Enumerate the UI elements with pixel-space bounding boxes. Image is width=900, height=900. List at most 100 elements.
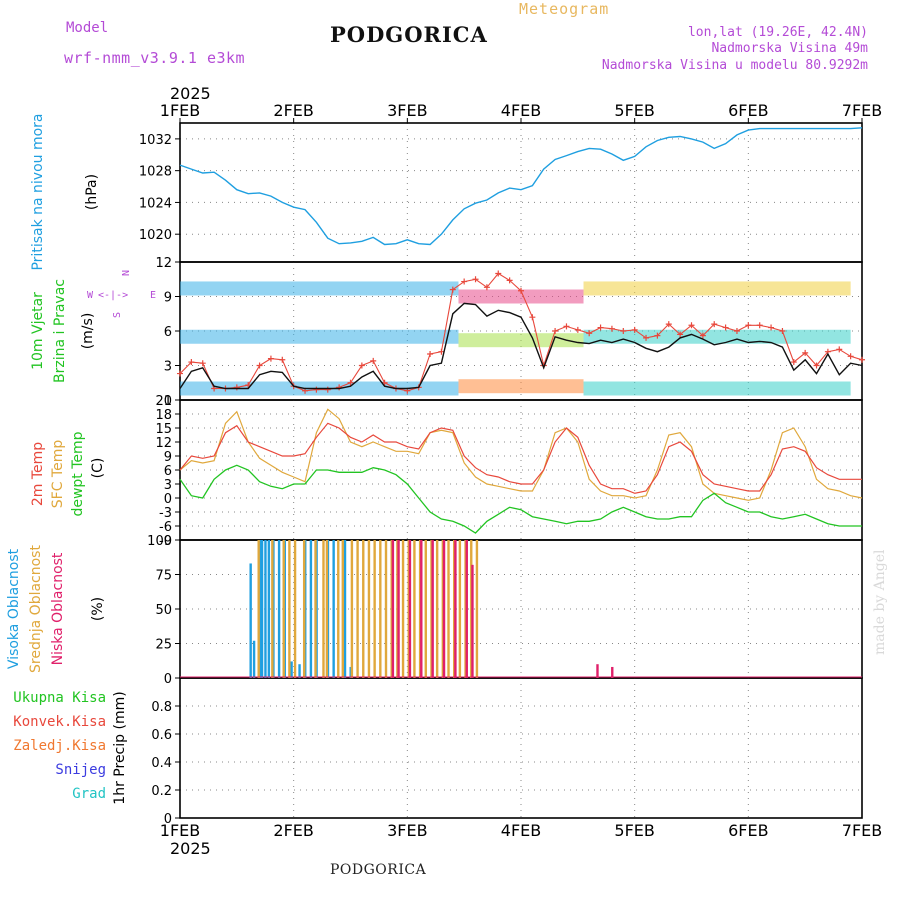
- cloud-bar: [303, 540, 305, 678]
- compass-w: W: [87, 290, 94, 301]
- precip-ytick-label: 0: [164, 812, 172, 827]
- cloud-bar: [278, 540, 280, 678]
- cloud-bar: [351, 540, 353, 678]
- bottom-date-tick: 5FEB: [614, 821, 654, 840]
- wind-ytick-label: 12: [155, 256, 172, 271]
- high-cloud-label: Visoka Oblacnost: [6, 548, 22, 669]
- pressure-line: [180, 128, 862, 245]
- gust-marker: [529, 314, 535, 320]
- gust-marker: [768, 325, 774, 331]
- cloud-bar: [261, 540, 263, 678]
- top-date-tick: 7FEB: [842, 101, 882, 120]
- cloud-bar: [385, 540, 387, 678]
- precip-ytick-label: 0.8: [151, 700, 172, 715]
- 2m-temp-line: [180, 423, 862, 493]
- gust-marker: [268, 356, 274, 362]
- precip-panel-frame: [180, 678, 862, 818]
- precip-legend-item: Snijeg: [55, 762, 106, 778]
- temperature-ytick-label: 0: [164, 492, 172, 507]
- temperature-ytick-label: -3: [159, 506, 172, 521]
- gust-marker: [575, 327, 581, 333]
- cloud-bar: [459, 540, 461, 678]
- cloud-bar: [253, 641, 255, 678]
- pressure-unit-label: (hPa): [84, 174, 100, 210]
- wind-direction-band: [180, 281, 458, 295]
- cloud-bar: [373, 540, 375, 678]
- cloud-bar: [342, 540, 344, 678]
- compass-s: S: [112, 312, 123, 318]
- gust-marker: [427, 351, 433, 357]
- cloud-bar: [466, 540, 468, 678]
- gust-marker: [279, 357, 285, 363]
- gust-marker: [257, 363, 263, 369]
- gust-marker: [370, 358, 376, 364]
- cloud-bar: [454, 540, 456, 678]
- temperature-ytick-label: -6: [159, 520, 172, 535]
- top-date-tick: 5FEB: [614, 101, 654, 120]
- bottom-date-tick: 2FEB: [273, 821, 313, 840]
- temperature-ytick-label: 6: [164, 464, 172, 479]
- cloud-bar: [271, 540, 273, 678]
- cloud-bar: [344, 540, 346, 678]
- compass-arrow: <-|->: [98, 290, 128, 301]
- precip-legend-item: Grad: [72, 786, 106, 802]
- compass-n: N: [119, 270, 130, 276]
- cloud-bar: [436, 540, 438, 678]
- cloud-bar: [409, 540, 411, 678]
- wind-ytick-label: 9: [164, 291, 172, 306]
- cloud-bar: [476, 540, 478, 678]
- precip-unit-label: 1hr Precip (mm): [112, 691, 128, 804]
- temperature-ytick-label: 18: [155, 408, 172, 423]
- cloud-bar: [337, 540, 339, 678]
- dewpoint-line: [180, 465, 862, 533]
- top-year-label: 2025: [170, 84, 211, 103]
- wind-direction-band: [180, 330, 458, 344]
- pressure-ytick-label: 1032: [139, 133, 172, 148]
- cloud-bar: [413, 540, 415, 678]
- precip-ytick-label: 0.6: [151, 728, 172, 743]
- cloud-bar: [322, 540, 324, 678]
- gust-marker: [598, 325, 604, 331]
- gust-marker: [552, 328, 558, 334]
- wind-ytick-label: 3: [164, 360, 172, 375]
- cloud-ytick-label: 100: [147, 534, 172, 549]
- wind-direction-band: [458, 379, 583, 393]
- wind-side-label: 10m Vjetar: [30, 292, 46, 370]
- precip-legend-item: Zaledj.Kisa: [13, 738, 106, 754]
- top-date-tick: 6FEB: [728, 101, 768, 120]
- cloud-bar: [420, 540, 422, 678]
- cloud-bar: [356, 540, 358, 678]
- cloud-bar: [257, 540, 259, 678]
- cloud-bar: [425, 540, 427, 678]
- cloud-bar: [268, 540, 270, 678]
- cloud-ytick-label: 50: [155, 603, 172, 618]
- cloud-bar: [294, 540, 296, 678]
- cloud-bar: [368, 540, 370, 678]
- temperature-ytick-label: 9: [164, 450, 172, 465]
- precip-legend-item: Ukupna Kisa: [13, 690, 106, 706]
- cloud-bar: [362, 540, 364, 678]
- bottom-date-tick: 6FEB: [728, 821, 768, 840]
- dew-side-label: dewpt Temp: [70, 431, 86, 516]
- cloud-ytick-label: 75: [155, 569, 172, 584]
- low-cloud-label: Niska Oblacnost: [50, 552, 66, 665]
- cloud-bar: [596, 664, 598, 678]
- cloud-bar: [332, 540, 334, 678]
- bottom-year-label: 2025: [170, 839, 211, 858]
- cloud-bar: [447, 540, 449, 678]
- gust-marker: [848, 353, 854, 359]
- cloud-ytick-label: 0: [164, 672, 172, 687]
- temp-unit-label: (C): [90, 458, 106, 479]
- cloud-bar: [314, 540, 316, 678]
- temp-side-label: 2m Temp: [30, 442, 46, 506]
- cloud-bar: [402, 540, 404, 678]
- precip-ytick-label: 0.2: [151, 784, 172, 799]
- wind-direction-band: [584, 382, 851, 396]
- pressure-ytick-label: 1028: [139, 165, 172, 180]
- top-date-tick: 2FEB: [273, 101, 313, 120]
- cloud-bar: [298, 664, 300, 678]
- gust-marker: [563, 323, 569, 329]
- top-date-tick: 4FEB: [501, 101, 541, 120]
- temperature-ytick-label: 3: [164, 478, 172, 493]
- temperature-ytick-label: 12: [155, 436, 172, 451]
